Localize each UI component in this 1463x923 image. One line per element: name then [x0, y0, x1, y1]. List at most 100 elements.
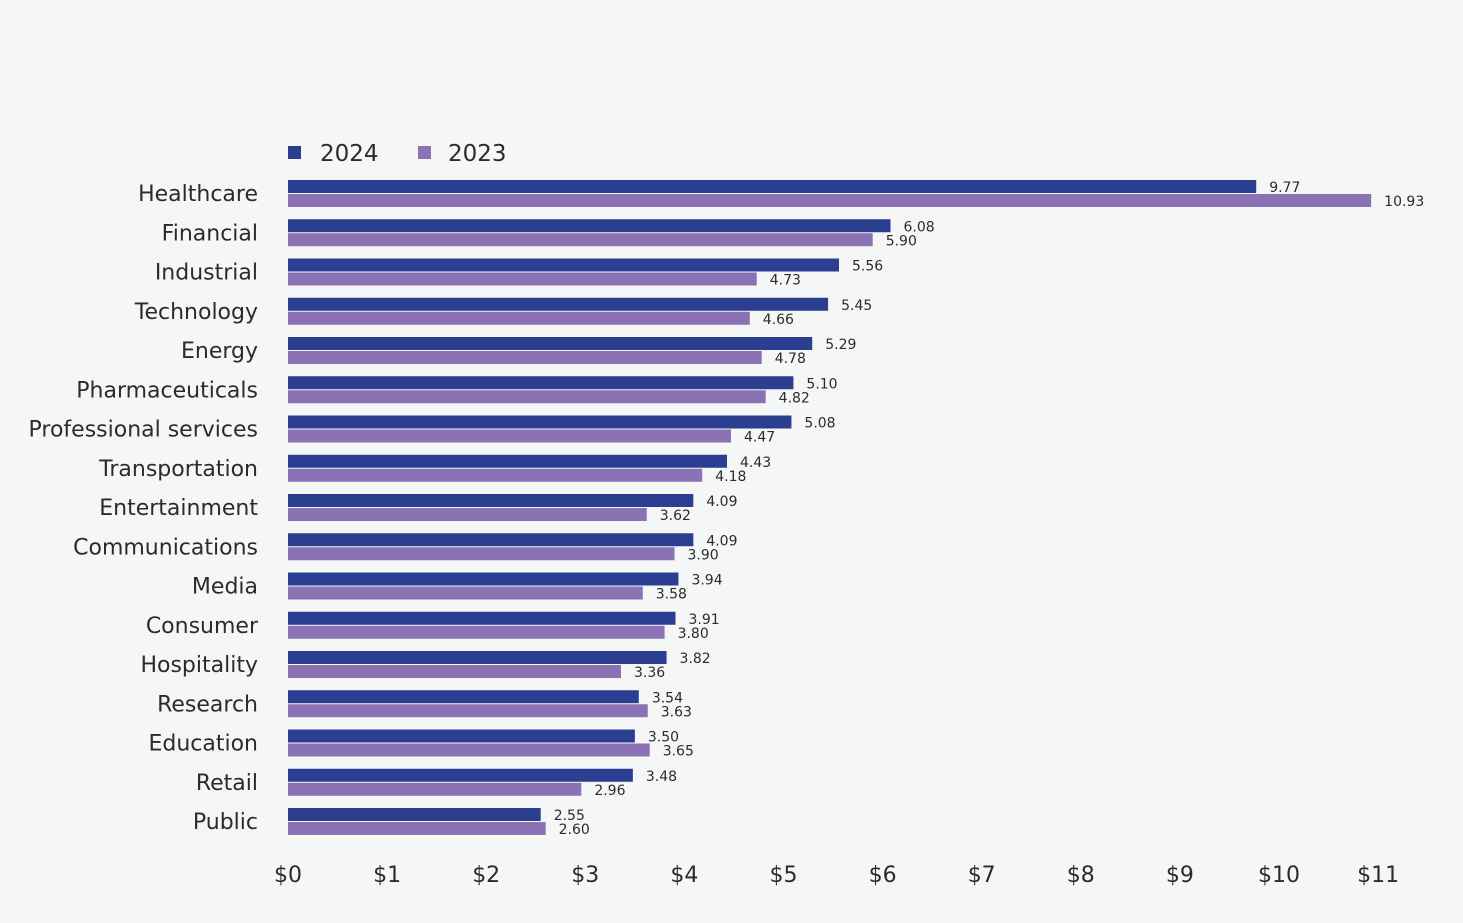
bar-2024: [288, 297, 829, 311]
x-tick-label: $3: [571, 863, 599, 888]
category-label: Energy: [181, 339, 258, 364]
value-label-2023: 4.78: [775, 351, 806, 367]
value-label-2024: 2.55: [554, 808, 585, 824]
value-label-2024: 6.08: [904, 219, 935, 235]
value-label-2023: 2.96: [594, 783, 625, 799]
bar-2023: [288, 429, 731, 443]
bar-2024: [288, 768, 633, 782]
x-tick-label: $9: [1166, 863, 1194, 888]
bar-2024: [288, 376, 794, 390]
bar-2023: [288, 704, 648, 718]
category-label: Retail: [196, 771, 258, 796]
bar-2024: [288, 337, 813, 350]
bar-2024: [288, 415, 792, 429]
value-label-2023: 4.82: [779, 390, 810, 406]
value-label-2023: 3.80: [678, 626, 709, 642]
value-label-2023: 3.63: [661, 704, 692, 720]
x-tick-label: $2: [472, 863, 500, 888]
value-label-2023: 4.66: [763, 312, 794, 328]
x-tick-label: $8: [1067, 863, 1095, 888]
value-label-2023: 3.62: [660, 508, 691, 524]
category-label: Hospitality: [140, 653, 258, 678]
bar-2023: [288, 194, 1372, 207]
category-label: Entertainment: [99, 496, 258, 521]
legend: 2024 2023: [288, 141, 507, 167]
category-labels: Healthcare Financial Industrial Technology E…: [29, 182, 259, 835]
bar-2023: [288, 665, 621, 678]
x-axis: $0 $1 $2 $3 $4 $5 $6 $7 $8 $9 $10 $11: [274, 863, 1399, 888]
x-tick-label: $1: [373, 863, 401, 888]
x-tick-label: $10: [1258, 863, 1300, 888]
bar-2023: [288, 390, 766, 404]
category-label: Public: [193, 810, 258, 835]
value-label-2023: 5.90: [886, 233, 917, 249]
value-label-2024: 5.08: [804, 416, 835, 432]
bar-2023: [288, 822, 546, 835]
bar-2024: [288, 219, 891, 233]
category-label: Financial: [162, 221, 258, 246]
category-label: Education: [148, 732, 258, 757]
bar-2024: [288, 690, 639, 704]
value-label-2023: 4.47: [744, 430, 775, 446]
value-label-2023: 10.93: [1384, 194, 1424, 210]
value-label-2024: 3.50: [648, 730, 679, 746]
value-label-2024: 3.54: [652, 690, 683, 706]
bar-2024: [288, 729, 635, 743]
bars: [288, 180, 1372, 835]
legend-swatch-2024: [288, 146, 301, 159]
value-label-2024: 4.09: [706, 533, 737, 549]
category-label: Healthcare: [138, 182, 258, 207]
bar-2023: [288, 311, 750, 325]
value-label-2023: 3.65: [663, 744, 694, 760]
bar-2023: [288, 468, 703, 482]
x-tick-label: $7: [968, 863, 996, 888]
value-labels: 9.77 10.93 6.085.905.56 4.73 5.45 4.66 5.29 4.7…: [554, 180, 1425, 838]
bar-2023: [288, 586, 643, 600]
bar-2023: [288, 233, 873, 247]
category-label: Professional services: [29, 418, 258, 443]
category-label: Pharmaceuticals: [76, 378, 258, 403]
x-tick-label: $11: [1357, 863, 1399, 888]
bar-2023: [288, 272, 757, 286]
value-label-2023: 4.18: [715, 469, 746, 485]
category-label: Transportation: [98, 457, 258, 482]
value-label-2023: 3.58: [656, 587, 687, 603]
bar-2024: [288, 572, 679, 586]
category-label: Communications: [73, 535, 258, 560]
bar-2023: [288, 782, 582, 796]
value-label-2024: 5.29: [825, 337, 856, 353]
category-label: Research: [157, 692, 258, 717]
category-label: Media: [192, 575, 258, 600]
bar-2023: [288, 743, 650, 757]
bar-2024: [288, 494, 694, 507]
legend-label-2024: 2024: [320, 141, 379, 167]
value-label-2023: 3.90: [687, 547, 718, 563]
bar-2023: [288, 508, 647, 521]
bar-2024: [288, 651, 667, 664]
value-label-2024: 3.82: [680, 651, 711, 667]
value-label-2023: 2.60: [559, 822, 590, 838]
value-label-2024: 4.09: [706, 494, 737, 510]
bar-2024: [288, 808, 541, 821]
value-label-2024: 4.43: [740, 455, 771, 471]
value-label-2024: 3.48: [646, 769, 677, 785]
bar-2023: [288, 625, 665, 639]
value-label-2023: 4.73: [770, 273, 801, 289]
x-tick-label: $5: [770, 863, 798, 888]
legend-label-2023: 2023: [448, 141, 507, 167]
bar-2024: [288, 454, 728, 468]
bar-2024: [288, 611, 676, 625]
value-label-2024: 5.45: [841, 298, 872, 314]
x-tick-label: $6: [869, 863, 897, 888]
category-label: Technology: [134, 300, 258, 325]
value-label-2024: 3.94: [691, 573, 722, 589]
bar-2023: [288, 547, 675, 561]
bar-2023: [288, 351, 762, 364]
bar-2024: [288, 533, 694, 547]
category-label: Consumer: [146, 614, 259, 639]
category-label: Industrial: [155, 261, 258, 286]
legend-swatch-2023: [418, 146, 431, 159]
value-label-2024: 9.77: [1269, 180, 1300, 196]
